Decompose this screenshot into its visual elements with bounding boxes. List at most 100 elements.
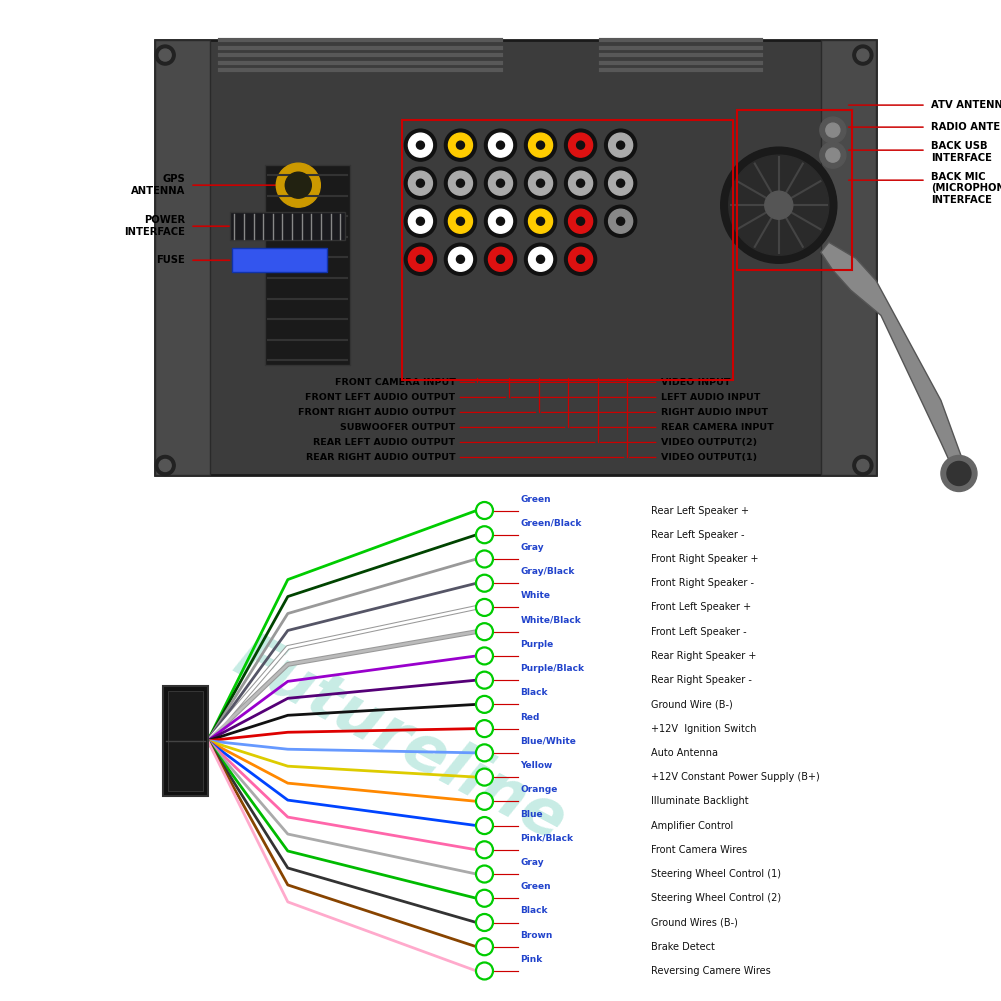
- Circle shape: [476, 599, 493, 616]
- Circle shape: [484, 129, 517, 161]
- Circle shape: [537, 141, 545, 149]
- Circle shape: [408, 133, 432, 157]
- Circle shape: [408, 247, 432, 271]
- Bar: [402, 120, 733, 380]
- Circle shape: [496, 179, 505, 187]
- Circle shape: [529, 209, 553, 233]
- Text: Ground Wire (B-): Ground Wire (B-): [651, 700, 733, 710]
- Text: Green: Green: [521, 882, 552, 891]
- Text: VIDEO OUTPUT(1): VIDEO OUTPUT(1): [661, 453, 757, 461]
- Circle shape: [476, 551, 493, 568]
- Circle shape: [537, 217, 545, 225]
- Circle shape: [857, 49, 869, 61]
- Text: Front Camera Wires: Front Camera Wires: [651, 845, 747, 855]
- Circle shape: [537, 179, 545, 187]
- Text: Blue/White: Blue/White: [521, 737, 577, 746]
- Text: REAR RIGHT AUDIO OUTPUT: REAR RIGHT AUDIO OUTPUT: [306, 453, 455, 461]
- Text: +12V Constant Power Supply (B+): +12V Constant Power Supply (B+): [651, 772, 820, 782]
- Circle shape: [408, 209, 432, 233]
- Circle shape: [569, 133, 593, 157]
- Text: Futureline: Futureline: [224, 628, 577, 854]
- Circle shape: [408, 171, 432, 195]
- Circle shape: [444, 167, 476, 199]
- Circle shape: [404, 167, 436, 199]
- Circle shape: [155, 45, 175, 65]
- Circle shape: [476, 769, 493, 786]
- Circle shape: [416, 255, 424, 263]
- Circle shape: [529, 171, 553, 195]
- Circle shape: [476, 696, 493, 713]
- Circle shape: [820, 117, 846, 143]
- Circle shape: [525, 205, 557, 237]
- Circle shape: [857, 459, 869, 471]
- Circle shape: [155, 455, 175, 475]
- Circle shape: [609, 133, 633, 157]
- Text: SUBWOOFER OUTPUT: SUBWOOFER OUTPUT: [340, 423, 455, 431]
- Circle shape: [476, 624, 493, 641]
- Circle shape: [525, 129, 557, 161]
- Circle shape: [285, 172, 311, 198]
- Text: GPS
ANTENNA: GPS ANTENNA: [131, 174, 185, 196]
- Text: LEFT AUDIO INPUT: LEFT AUDIO INPUT: [661, 393, 760, 401]
- Circle shape: [476, 575, 493, 592]
- Text: REAR LEFT AUDIO OUTPUT: REAR LEFT AUDIO OUTPUT: [313, 438, 455, 446]
- Text: Rear Left Speaker +: Rear Left Speaker +: [651, 506, 749, 516]
- Circle shape: [448, 133, 472, 157]
- Text: Pink/Black: Pink/Black: [521, 834, 574, 843]
- Circle shape: [476, 720, 493, 737]
- Text: Gray/Black: Gray/Black: [521, 568, 575, 577]
- Circle shape: [404, 205, 436, 237]
- Circle shape: [448, 171, 472, 195]
- Circle shape: [484, 205, 517, 237]
- Circle shape: [448, 247, 472, 271]
- Circle shape: [496, 141, 505, 149]
- Circle shape: [569, 171, 593, 195]
- Text: RADIO ANTENNA: RADIO ANTENNA: [931, 122, 1001, 132]
- Circle shape: [537, 255, 545, 263]
- Circle shape: [444, 205, 476, 237]
- Circle shape: [159, 459, 171, 471]
- Text: FUSE: FUSE: [156, 255, 185, 265]
- Text: Front Left Speaker +: Front Left Speaker +: [651, 603, 751, 613]
- Text: Rear Left Speaker -: Rear Left Speaker -: [651, 530, 744, 540]
- Circle shape: [617, 217, 625, 225]
- Text: Purple/Black: Purple/Black: [521, 664, 585, 673]
- Text: ATV ANTENNA: ATV ANTENNA: [931, 100, 1001, 110]
- Text: Steering Wheel Control (2): Steering Wheel Control (2): [651, 893, 781, 903]
- Circle shape: [496, 217, 505, 225]
- Circle shape: [488, 209, 513, 233]
- Bar: [230, 212, 345, 240]
- Circle shape: [525, 243, 557, 275]
- Circle shape: [496, 255, 505, 263]
- Circle shape: [826, 148, 840, 162]
- Circle shape: [456, 141, 464, 149]
- Circle shape: [569, 209, 593, 233]
- Circle shape: [853, 45, 873, 65]
- Text: BACK USB
INTERFACE: BACK USB INTERFACE: [931, 141, 992, 163]
- Circle shape: [605, 205, 637, 237]
- Circle shape: [577, 255, 585, 263]
- Text: Pink: Pink: [521, 955, 543, 964]
- Circle shape: [569, 247, 593, 271]
- Text: Rear Right Speaker -: Rear Right Speaker -: [651, 675, 752, 685]
- Bar: [155, 40, 210, 475]
- Text: Steering Wheel Control (1): Steering Wheel Control (1): [651, 869, 781, 879]
- Circle shape: [529, 133, 553, 157]
- Circle shape: [484, 167, 517, 199]
- Circle shape: [456, 255, 464, 263]
- Circle shape: [577, 179, 585, 187]
- Circle shape: [476, 914, 493, 931]
- Circle shape: [617, 141, 625, 149]
- Circle shape: [529, 247, 553, 271]
- Circle shape: [476, 793, 493, 810]
- Circle shape: [565, 129, 597, 161]
- Circle shape: [476, 648, 493, 665]
- Circle shape: [488, 171, 513, 195]
- Text: Front Right Speaker +: Front Right Speaker +: [651, 554, 758, 564]
- Circle shape: [605, 167, 637, 199]
- Text: Yellow: Yellow: [521, 761, 553, 770]
- Text: RIGHT AUDIO INPUT: RIGHT AUDIO INPUT: [661, 408, 768, 416]
- Text: Black: Black: [521, 689, 548, 698]
- Text: Gray: Gray: [521, 858, 545, 867]
- Text: VIDEO INPUT: VIDEO INPUT: [661, 378, 730, 386]
